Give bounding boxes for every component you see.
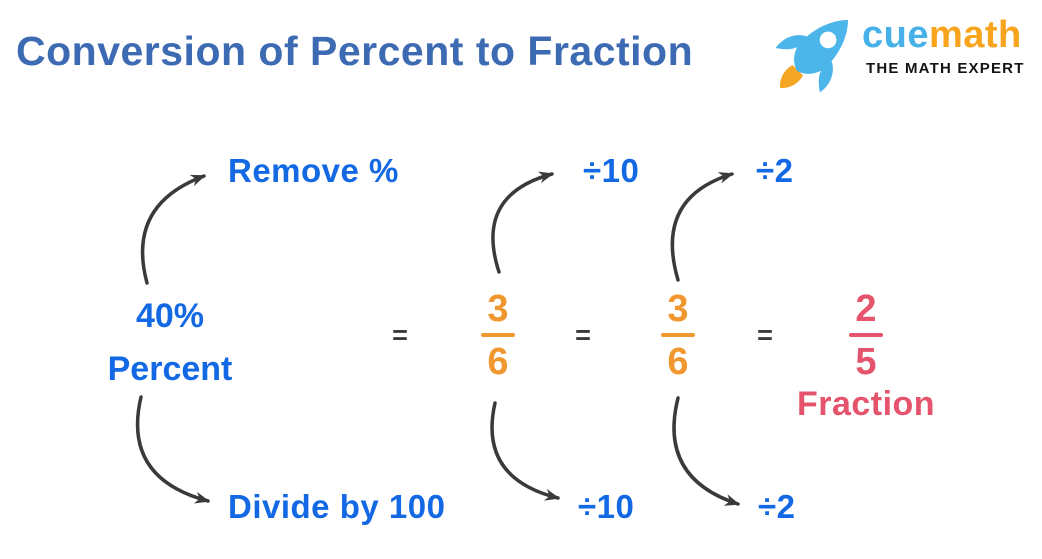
fraction-2-numerator: 3 — [667, 288, 689, 330]
equals-sign-1: = — [392, 320, 408, 350]
label-divide-by-100: Divide by 100 — [228, 488, 446, 525]
page-title: Conversion of Percent to Fraction — [16, 28, 694, 74]
equals-sign-3: = — [757, 320, 773, 350]
fraction-2-denominator: 6 — [667, 341, 689, 383]
brand-math: math — [928, 14, 1022, 56]
equals-sign-2: = — [575, 320, 591, 350]
label-divide-by-2-bottom: ÷2 — [758, 488, 796, 525]
fraction-1-denominator: 6 — [487, 341, 509, 383]
rocket-icon — [775, 19, 849, 93]
fraction-1-numerator: 3 — [487, 288, 509, 330]
brand-wordmark: cuemath — [862, 14, 1022, 57]
percent-value: 40% — [135, 297, 205, 335]
arrow-div2-top — [670, 172, 734, 282]
label-divide-by-10-top: ÷10 — [583, 152, 640, 189]
arrow-div10-bottom — [490, 401, 560, 501]
fraction-result: 2 5 — [849, 290, 883, 381]
arrow-divide-by-100 — [135, 395, 210, 504]
fraction-2-bar — [661, 333, 695, 337]
label-divide-by-10-bottom: ÷10 — [578, 488, 635, 525]
fraction-result-numerator: 2 — [855, 288, 877, 330]
brand-cue: cue — [862, 14, 929, 56]
arrow-remove-percent — [140, 174, 206, 285]
fraction-result-bar — [849, 333, 883, 337]
percent-value-block: 40% Percent — [108, 290, 233, 395]
label-divide-by-2-top: ÷2 — [756, 152, 794, 189]
fraction-step-2: 3 6 — [661, 290, 695, 381]
fraction-1-bar — [481, 333, 515, 337]
percent-label: Percent — [107, 349, 233, 388]
brand-tagline: THE MATH EXPERT — [866, 60, 1025, 77]
fraction-step-1: 3 6 — [481, 290, 515, 381]
arrow-div10-top — [491, 171, 554, 274]
fraction-result-denominator: 5 — [855, 341, 877, 383]
result-label: Fraction — [796, 385, 936, 423]
label-remove-percent: Remove % — [228, 152, 399, 189]
arrow-div2-bottom — [672, 396, 740, 506]
